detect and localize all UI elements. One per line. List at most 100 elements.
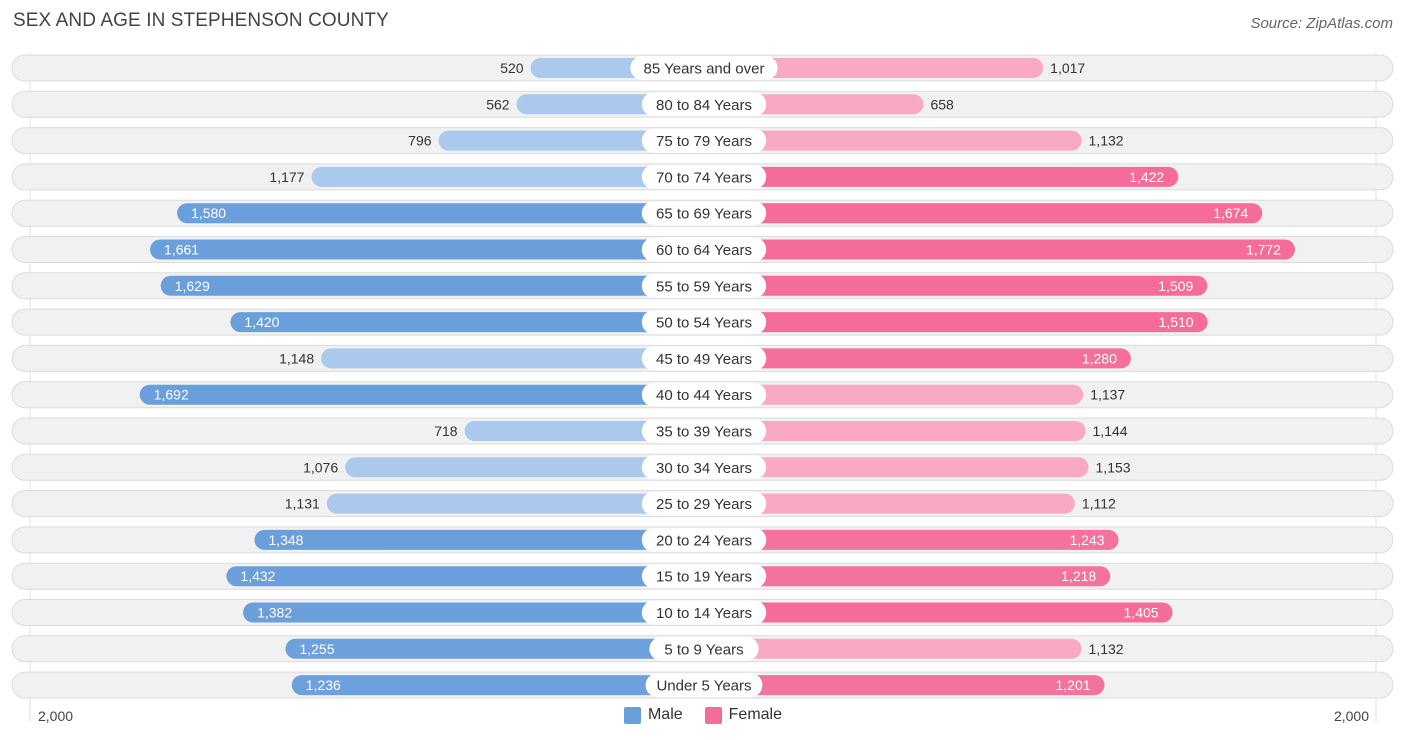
value-label-male-60-to-64-years: 1,661 — [164, 242, 199, 258]
bar-female-40-to-44-years — [704, 384, 1084, 405]
bar-female-15-to-19-years — [704, 566, 1111, 587]
bar-female-25-to-29-years — [704, 493, 1075, 514]
value-label-male-65-to-69-years: 1,580 — [191, 205, 226, 221]
value-label-male-5-to-9-years: 1,255 — [299, 641, 334, 657]
legend-label-male: Male — [647, 706, 683, 723]
value-label-male-35-to-39-years: 718 — [434, 423, 458, 439]
value-label-male-55-to-59-years: 1,629 — [175, 278, 210, 294]
bar-male-65-to-69-years — [177, 203, 704, 224]
value-label-female-40-to-44-years: 1,137 — [1090, 387, 1125, 403]
bar-female-20-to-24-years — [704, 529, 1119, 550]
category-pill-60-to-64-years — [641, 237, 767, 262]
bar-female-45-to-49-years — [704, 348, 1131, 369]
value-label-female-under-5-years: 1,201 — [1055, 677, 1090, 693]
category-label-35-to-39-years: 35 to 39 Years — [656, 424, 752, 441]
category-label-45-to-49-years: 45 to 49 Years — [656, 351, 752, 368]
category-label-55-to-59-years: 55 to 59 Years — [656, 278, 752, 295]
category-label-15-to-19-years: 15 to 19 Years — [656, 569, 752, 586]
category-pill-20-to-24-years — [641, 527, 767, 552]
value-label-male-45-to-49-years: 1,148 — [279, 350, 314, 366]
category-label-under-5-years: Under 5 Years — [656, 678, 751, 695]
value-label-male-85-years-and-over: 520 — [500, 60, 524, 76]
bar-male-15-to-19-years — [226, 566, 705, 587]
value-label-female-50-to-54-years: 1,510 — [1159, 314, 1194, 330]
category-label-60-to-64-years: 60 to 64 Years — [656, 242, 752, 259]
category-label-75-to-79-years: 75 to 79 Years — [656, 133, 752, 150]
category-pill-10-to-14-years — [641, 600, 767, 625]
value-label-female-45-to-49-years: 1,280 — [1082, 350, 1117, 366]
category-label-80-to-84-years: 80 to 84 Years — [656, 97, 752, 114]
axis-label-right: 2,000 — [1334, 708, 1369, 724]
bar-male-5-to-9-years — [285, 638, 704, 659]
category-label-85-years-and-over: 85 Years and over — [644, 61, 765, 78]
bar-male-50-to-54-years — [230, 312, 704, 333]
legend-item-male[interactable]: Male — [623, 706, 683, 724]
value-label-female-60-to-64-years: 1,772 — [1246, 242, 1281, 258]
chart-legend: Male Female — [0, 706, 1406, 724]
bar-male-60-to-64-years — [150, 239, 704, 260]
category-label-25-to-29-years: 25 to 29 Years — [656, 496, 752, 513]
value-label-male-75-to-79-years: 796 — [408, 133, 432, 149]
category-pill-55-to-59-years — [641, 273, 767, 298]
value-label-female-65-to-69-years: 1,674 — [1213, 205, 1248, 221]
category-label-70-to-74-years: 70 to 74 Years — [656, 169, 752, 186]
value-label-female-5-to-9-years: 1,132 — [1089, 641, 1124, 657]
bar-male-20-to-24-years — [254, 529, 704, 550]
value-label-male-10-to-14-years: 1,382 — [257, 605, 292, 621]
value-label-female-25-to-29-years: 1,112 — [1082, 496, 1116, 512]
value-label-female-55-to-59-years: 1,509 — [1158, 278, 1193, 294]
category-pill-80-to-84-years — [641, 92, 767, 117]
value-label-female-35-to-39-years: 1,144 — [1093, 423, 1128, 439]
bar-male-70-to-74-years — [311, 166, 704, 187]
value-label-male-under-5-years: 1,236 — [306, 677, 341, 693]
value-label-female-70-to-74-years: 1,422 — [1129, 169, 1164, 185]
category-pill-75-to-79-years — [641, 128, 767, 153]
bar-female-50-to-54-years — [704, 312, 1208, 333]
category-pill-70-to-74-years — [641, 164, 767, 189]
bar-male-10-to-14-years — [243, 602, 704, 623]
category-pill-50-to-54-years — [641, 310, 767, 335]
bar-female-35-to-39-years — [704, 421, 1086, 441]
value-label-male-25-to-29-years: 1,131 — [285, 496, 320, 512]
bar-male-45-to-49-years — [321, 348, 704, 369]
bar-female-75-to-79-years — [704, 130, 1082, 151]
value-label-female-10-to-14-years: 1,405 — [1124, 605, 1159, 621]
category-pill-85-years-and-over — [630, 56, 778, 80]
value-label-female-30-to-34-years: 1,153 — [1096, 459, 1131, 475]
value-label-male-70-to-74-years: 1,177 — [269, 169, 304, 185]
chart-source: Source: ZipAtlas.com — [1250, 15, 1393, 32]
value-label-male-50-to-54-years: 1,420 — [244, 314, 279, 330]
bar-male-30-to-34-years — [345, 457, 704, 478]
value-label-female-15-to-19-years: 1,218 — [1061, 568, 1096, 584]
value-label-female-80-to-84-years: 658 — [930, 96, 954, 112]
category-pill-35-to-39-years — [641, 419, 767, 443]
value-label-male-15-to-19-years: 1,432 — [240, 568, 275, 584]
category-pill-45-to-49-years — [641, 346, 767, 371]
axis-label-left: 2,000 — [38, 708, 73, 724]
category-pill-5-to-9-years — [649, 636, 759, 661]
bar-female-30-to-34-years — [704, 457, 1089, 478]
category-pill-65-to-69-years — [641, 201, 767, 226]
bar-female-55-to-59-years — [704, 275, 1208, 296]
bar-male-25-to-29-years — [326, 493, 704, 514]
legend-item-female[interactable]: Female — [704, 706, 783, 724]
category-label-20-to-24-years: 20 to 24 Years — [656, 532, 752, 549]
category-label-65-to-69-years: 65 to 69 Years — [656, 206, 752, 223]
category-label-5-to-9-years: 5 to 9 Years — [664, 641, 743, 658]
bar-male-55-to-59-years — [160, 275, 704, 296]
bar-female-5-to-9-years — [704, 638, 1082, 659]
bar-female-85-years-and-over — [704, 58, 1044, 78]
bar-male-75-to-79-years — [438, 130, 704, 151]
bar-female-70-to-74-years — [704, 166, 1179, 187]
category-pill-30-to-34-years — [641, 455, 767, 480]
value-label-female-85-years-and-over: 1,017 — [1050, 60, 1085, 76]
category-pill-40-to-44-years — [641, 382, 767, 407]
value-label-male-30-to-34-years: 1,076 — [303, 459, 338, 475]
bar-female-65-to-69-years — [704, 203, 1263, 224]
category-label-30-to-34-years: 30 to 34 Years — [656, 460, 752, 477]
bar-female-under-5-years — [704, 675, 1105, 696]
legend-label-female: Female — [728, 706, 783, 723]
legend-swatch-female — [704, 706, 722, 724]
bar-female-10-to-14-years — [704, 602, 1173, 623]
